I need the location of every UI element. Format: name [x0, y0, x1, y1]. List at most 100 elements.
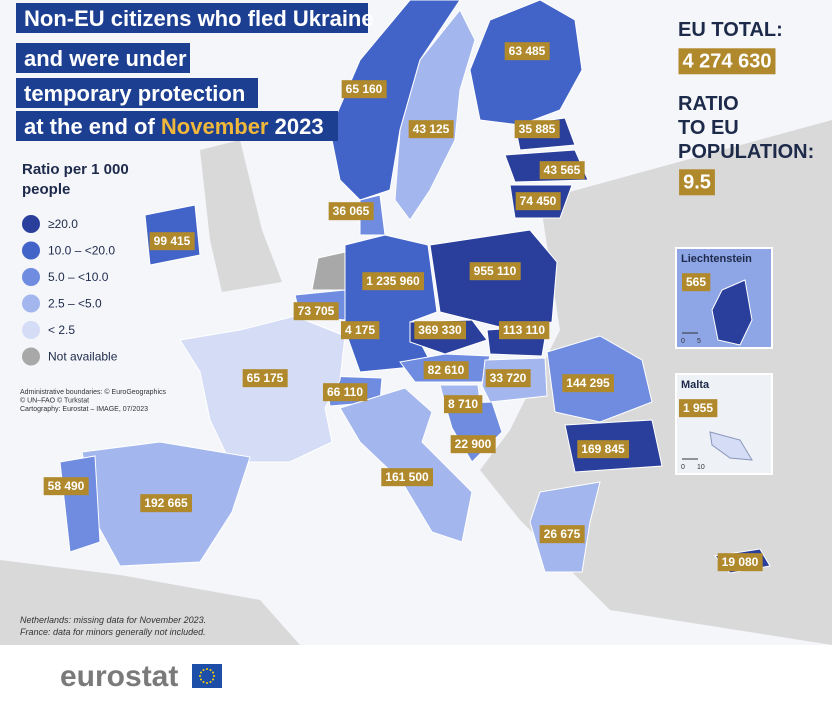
- value-label: 33 720: [490, 371, 527, 385]
- inset-label-box: [681, 273, 711, 292]
- value-labels: 65 160 43 125 63 485 35 885 43 565 74 450 36 0…: [43, 42, 763, 572]
- inset-title: Liechtenstein: [681, 253, 752, 265]
- country-shape: [339, 387, 473, 543]
- value-label-box: [562, 374, 615, 393]
- title-part: 2023: [269, 114, 324, 139]
- scale-label: 5: [697, 338, 701, 345]
- insets: Liechtenstein 565 0 5 Malta 1 955 0 10: [675, 247, 773, 475]
- value-label: 73 705: [298, 304, 335, 318]
- inset-shape: [711, 279, 753, 346]
- flag-star: [202, 681, 205, 684]
- value-label-box: [514, 120, 560, 139]
- value-label-box: [450, 435, 496, 454]
- country-shape: [179, 315, 346, 463]
- eu-flag: [192, 664, 222, 688]
- note: Netherlands: missing data for November 2…: [20, 615, 206, 625]
- value-label: 192 665: [144, 496, 188, 510]
- value-label: 144 295: [566, 376, 610, 390]
- inset-shape: [709, 431, 753, 461]
- value-label-box: [340, 321, 380, 340]
- value-label-box: [341, 80, 387, 99]
- value-label-box: [443, 395, 483, 414]
- title-box: [16, 43, 190, 73]
- legend-label: < 2.5: [48, 323, 75, 337]
- value-label: 74 450: [520, 194, 557, 208]
- legend-label: 2.5 – <5.0: [48, 297, 102, 311]
- scale-label: 0: [681, 464, 685, 471]
- ratio-label: POPULATION:: [678, 141, 814, 163]
- scale-label: 0: [681, 338, 685, 345]
- credit: Administrative boundaries: © EuroGeograp…: [20, 388, 167, 396]
- legend: Ratio per 1 000 people ≥20.0 10.0 – <20.0 5.…: [20, 161, 167, 413]
- value-label-box: [242, 369, 288, 388]
- value-label-box: [515, 192, 561, 211]
- title: Non-EU citizens who fled Ukraine and were…: [16, 3, 374, 141]
- country-shape: [394, 9, 476, 221]
- legend-swatch: [22, 268, 40, 286]
- legend-swatch: [22, 294, 40, 313]
- value-label-box: [539, 161, 585, 180]
- flag-star: [206, 668, 208, 670]
- value-label: 58 490: [48, 479, 85, 493]
- credit: Cartography: Eurostat – IMAGE, 07/2023: [20, 406, 148, 413]
- footer: Netherlands: missing data for November 2…: [20, 615, 222, 693]
- value-label: 369 330: [418, 323, 462, 337]
- value-label: 4 175: [345, 323, 375, 337]
- flag-star: [199, 671, 202, 674]
- note: France: data for minors generally not in…: [20, 627, 206, 637]
- title-line: at the end of November 2023: [24, 114, 324, 139]
- value-label: 36 065: [333, 204, 370, 218]
- value-label-box: [498, 321, 550, 340]
- inset-label: 565: [686, 275, 706, 289]
- value-label: 43 125: [413, 122, 450, 136]
- flag-star: [209, 681, 212, 684]
- legend-label: 10.0 – <20.0: [48, 244, 115, 258]
- credit: © UN–FAO © Turkstat: [20, 397, 89, 405]
- value-label-box: [140, 494, 193, 513]
- inset-title: Malta: [681, 379, 710, 391]
- eu-total-value: 4 274 630: [683, 50, 772, 72]
- country-shape: [469, 0, 583, 126]
- value-label-box: [408, 120, 454, 139]
- value-label: 65 160: [346, 82, 383, 96]
- title-box: [16, 78, 258, 108]
- value-label-box: [43, 477, 89, 496]
- title-part: November: [155, 114, 269, 139]
- flag-star: [202, 668, 205, 671]
- eu-total-value-box: [678, 48, 776, 75]
- legend-swatch: [22, 321, 40, 339]
- flag-star: [209, 668, 212, 671]
- legend-label: ≥20.0: [48, 217, 78, 231]
- value-label: 22 900: [455, 437, 492, 451]
- value-label: 26 675: [544, 527, 581, 541]
- title-line: Non-EU citizens who fled Ukraine: [24, 6, 374, 31]
- value-label-box: [469, 262, 521, 281]
- country-shape: [344, 234, 438, 373]
- value-label-box: [485, 369, 531, 388]
- value-label: 169 845: [581, 442, 625, 456]
- legend-swatch: [22, 241, 40, 260]
- legend-label: Not available: [48, 350, 118, 364]
- flag-star: [213, 675, 215, 677]
- ratio-value: 9.5: [683, 171, 711, 193]
- ratio-label: RATIO: [678, 93, 739, 115]
- value-label-box: [328, 202, 374, 221]
- legend-label: 5.0 – <10.0: [48, 270, 109, 284]
- value-label-box: [362, 272, 425, 291]
- value-label-box: [539, 525, 585, 544]
- value-label: 99 415: [154, 234, 191, 248]
- value-label: 66 110: [327, 385, 363, 399]
- non-eu-land: [0, 560, 300, 645]
- value-label-box: [381, 468, 434, 487]
- legend-title: Ratio per 1 000: [22, 161, 129, 178]
- value-label: 65 175: [247, 371, 284, 385]
- flag-star: [199, 678, 202, 681]
- value-label-box: [149, 232, 195, 251]
- value-label: 113 110: [503, 323, 545, 337]
- value-label-box: [322, 383, 368, 402]
- legend-swatch: [22, 347, 40, 366]
- value-label: 161 500: [385, 470, 429, 484]
- inset-label-box: [678, 399, 718, 418]
- value-label: 43 565: [544, 163, 581, 177]
